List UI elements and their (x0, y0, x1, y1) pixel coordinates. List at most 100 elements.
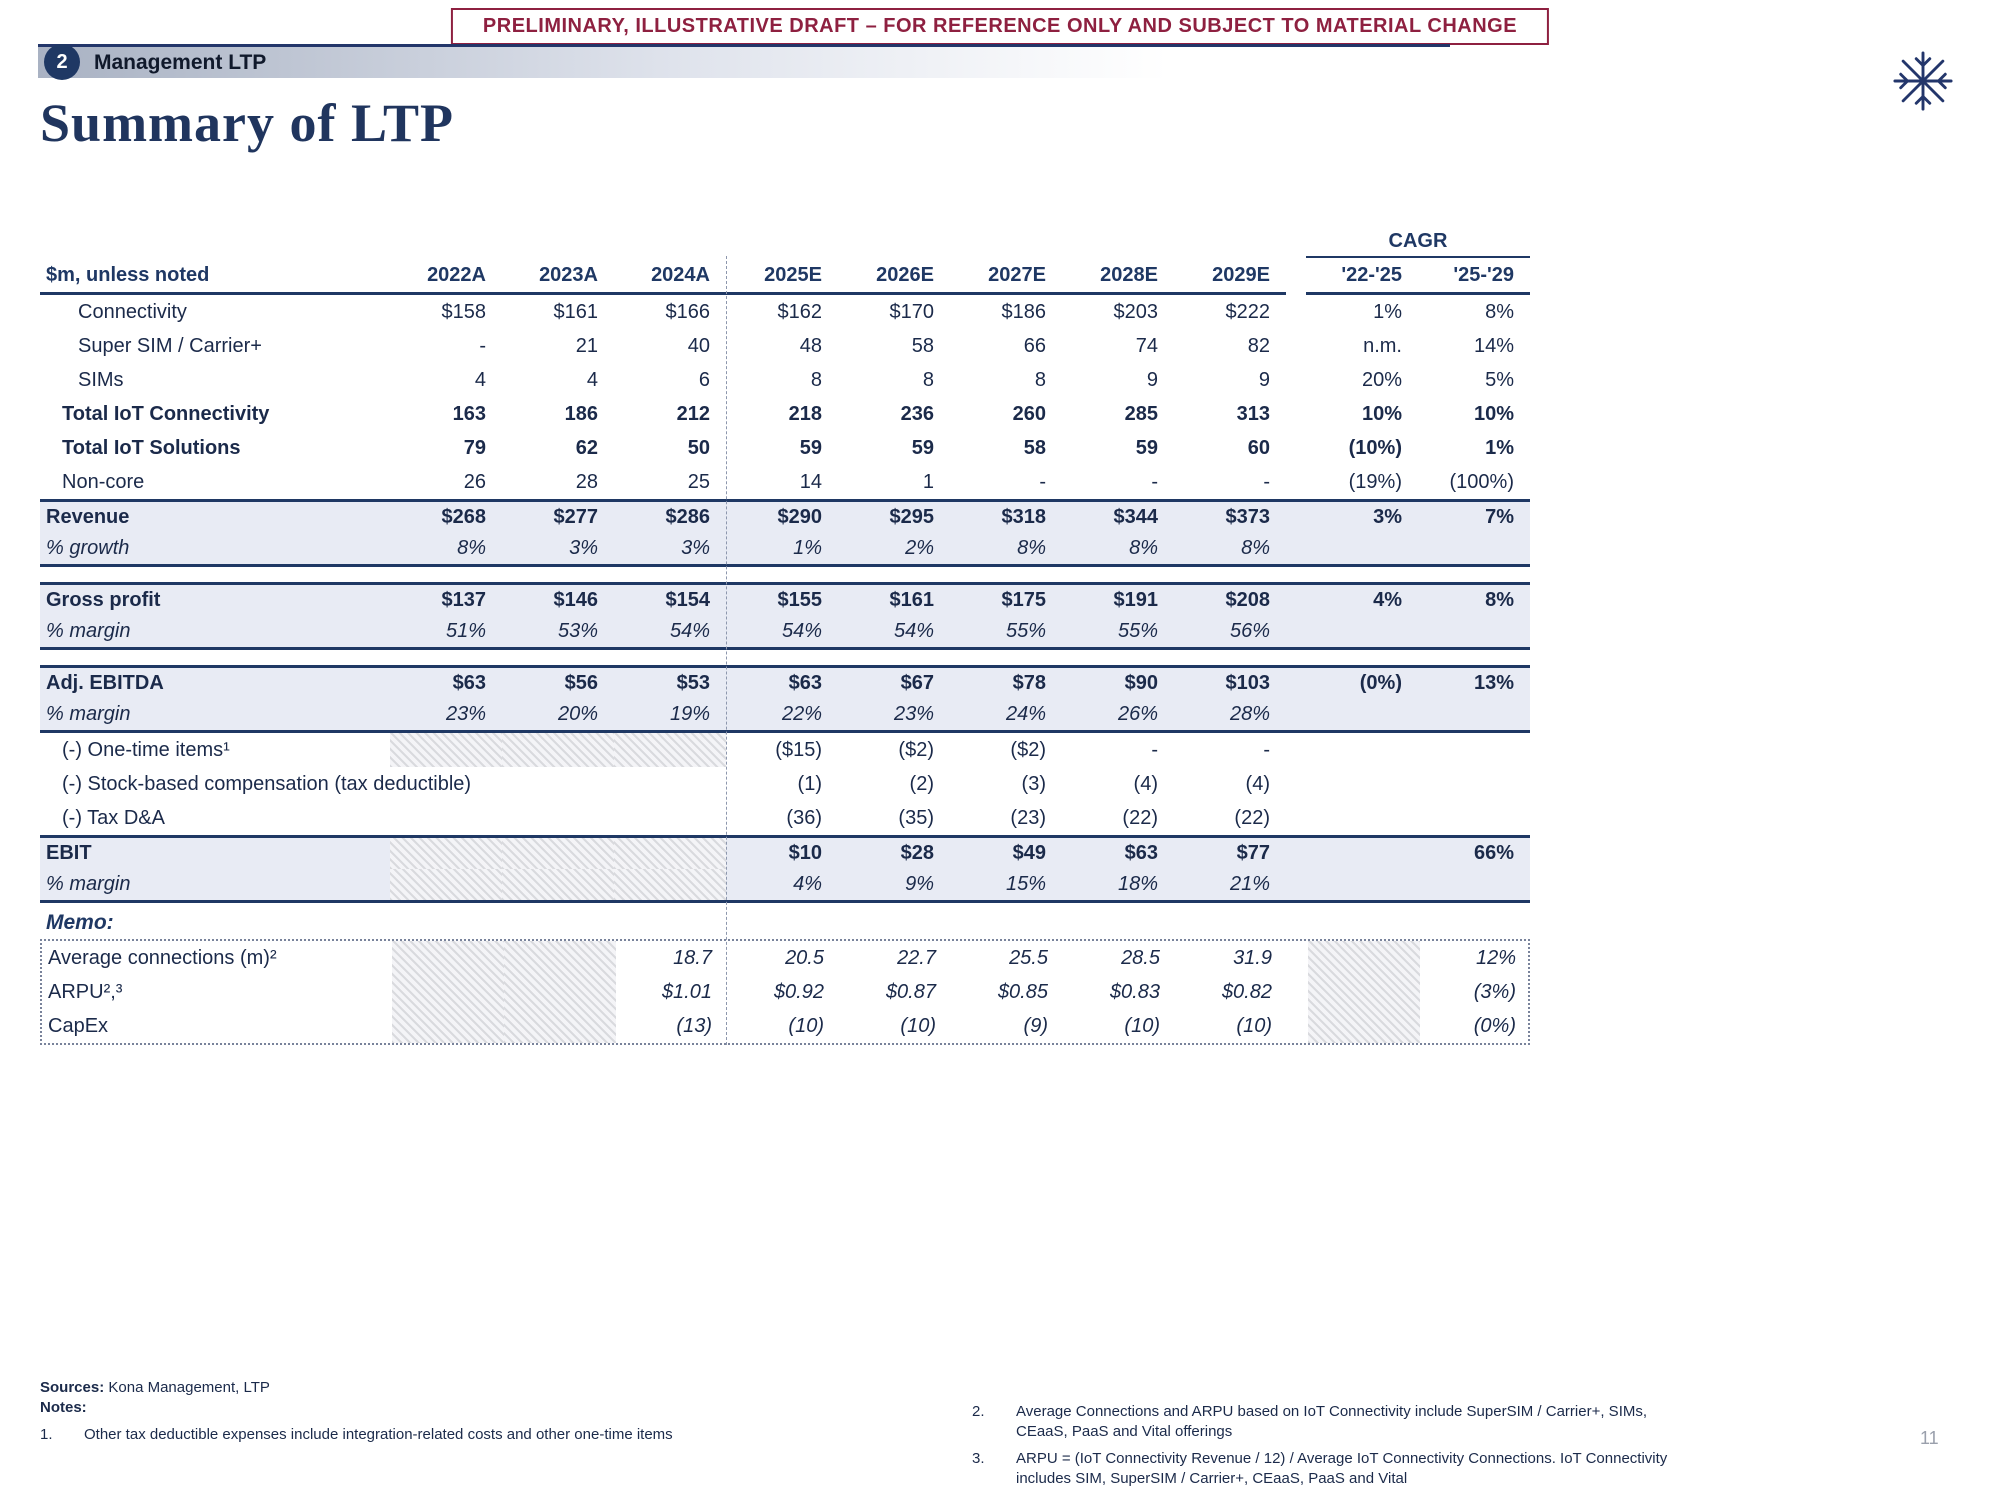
table-row: Revenue $268 $277 $286 $290 $295 $318 $344 $373 3… (40, 499, 1530, 533)
value-cell: 40 (687, 334, 710, 357)
column-gap (1286, 838, 1306, 869)
value-cell: 163 (452, 402, 486, 425)
column-gap (1286, 668, 1306, 699)
section-number-badge: 2 (44, 44, 80, 80)
value-cell: $161 (553, 300, 599, 323)
value-cell: (100%) (1449, 470, 1514, 493)
value-cell: 21% (1229, 873, 1270, 895)
value-cell (614, 801, 726, 835)
value-cell: 4 (586, 368, 598, 391)
value-cell: 54% (781, 620, 822, 642)
value-cell: 285 (1124, 402, 1158, 425)
value-cell (1418, 767, 1530, 801)
value-cell: $158 (441, 300, 487, 323)
value-cell: $162 (777, 300, 823, 323)
value-cell: (2) (909, 772, 934, 795)
value-cell: (22) (1122, 806, 1158, 829)
value-cell (502, 767, 614, 801)
value-cell (390, 801, 502, 835)
table-row: % margin 4% 9% 15% 18% 21% (40, 869, 1530, 903)
value-cell: 218 (788, 402, 822, 425)
column-header-cagr: '22-'25 (1341, 263, 1402, 286)
value-cell: $10 (788, 842, 822, 864)
value-cell (614, 767, 726, 801)
value-cell (1306, 767, 1418, 801)
value-cell: $56 (564, 672, 598, 694)
value-cell (504, 975, 616, 1009)
value-cell: 60 (1247, 436, 1270, 459)
value-cell: 58 (1023, 436, 1046, 459)
column-gap (1286, 585, 1306, 616)
column-gap (1286, 699, 1306, 730)
table-row: SIMs 4 4 6 8 8 8 9 9 20% 5% (40, 363, 1530, 397)
value-cell: 8% (1129, 537, 1158, 559)
value-cell: 20% (557, 703, 598, 725)
column-gap (1286, 733, 1306, 767)
column-gap (1286, 616, 1306, 647)
column-gap (1288, 975, 1308, 1009)
value-cell: (4) (1133, 772, 1158, 795)
value-cell: (10) (1236, 1014, 1272, 1037)
table-row: % margin 23% 20% 19% 22% 23% 24% 26% 28% (40, 699, 1530, 733)
column-gap (1286, 502, 1306, 533)
value-cell: $0.82 (1221, 980, 1272, 1003)
value-cell: 6 (698, 368, 710, 391)
value-cell: 20.5 (785, 946, 824, 969)
column-gap (1286, 767, 1306, 801)
value-cell: 59 (1135, 436, 1158, 459)
memo-box: Average connections (m)² 18.7 20.5 22.7 25.5… (40, 939, 1530, 1045)
section-header-bar: 2 Management LTP (38, 44, 1450, 80)
row-label: % margin (46, 873, 131, 895)
row-label: (-) One-time items¹ (62, 738, 230, 761)
row-label: Total IoT Solutions (62, 436, 241, 459)
value-cell: (4) (1245, 772, 1270, 795)
value-cell: - (479, 334, 486, 357)
footnotes-left: Sources: Kona Management, LTP Notes: 1. … (40, 1378, 740, 1445)
value-cell: $67 (900, 672, 934, 694)
value-cell: 59 (911, 436, 934, 459)
table-row: (-) One-time items¹ ($15) ($2) ($2) - - (40, 733, 1530, 767)
value-cell: ($2) (898, 738, 934, 761)
column-header: 2027E (988, 263, 1046, 286)
value-cell: 10% (1361, 402, 1402, 425)
value-cell: $137 (441, 589, 487, 611)
value-cell (614, 838, 726, 869)
page-number: 11 (1920, 1428, 1939, 1448)
value-cell: $63 (452, 672, 486, 694)
footnote-text: Average Connections and ARPU based on Io… (1016, 1403, 1648, 1441)
footnote-number: 1. (40, 1425, 53, 1443)
row-label: (-) Tax D&A (62, 806, 165, 829)
value-cell: $103 (1225, 672, 1271, 694)
value-cell (1308, 941, 1420, 975)
value-cell: 7% (1485, 506, 1514, 528)
value-cell: 31.9 (1233, 946, 1272, 969)
value-cell: 66% (1473, 842, 1514, 864)
value-cell: 50 (687, 436, 710, 459)
value-cell: 9% (905, 873, 934, 895)
value-cell: n.m. (1363, 334, 1402, 357)
value-cell: $268 (441, 506, 487, 528)
value-cell: (22) (1234, 806, 1270, 829)
value-cell (1306, 838, 1418, 869)
sources-label: Sources: (40, 1379, 105, 1396)
value-cell: $222 (1225, 300, 1271, 323)
value-cell: 13% (1473, 672, 1514, 694)
column-gap (1286, 363, 1306, 397)
value-cell: 21 (575, 334, 598, 357)
value-cell (390, 767, 502, 801)
value-cell (502, 838, 614, 869)
value-cell: 1% (793, 537, 822, 559)
value-cell: $1.01 (661, 980, 712, 1003)
value-cell: 186 (564, 402, 598, 425)
value-cell: 4% (793, 873, 822, 895)
value-cell: (10) (1124, 1014, 1160, 1037)
row-label: % margin (46, 620, 131, 642)
section-label: Management LTP (94, 51, 267, 74)
value-cell: $208 (1225, 589, 1271, 611)
value-cell: 48 (799, 334, 822, 357)
value-cell: 28 (575, 470, 598, 493)
sources-text: Kona Management, LTP (108, 1379, 270, 1396)
value-cell: 22.7 (897, 946, 936, 969)
value-cell (1418, 533, 1530, 564)
